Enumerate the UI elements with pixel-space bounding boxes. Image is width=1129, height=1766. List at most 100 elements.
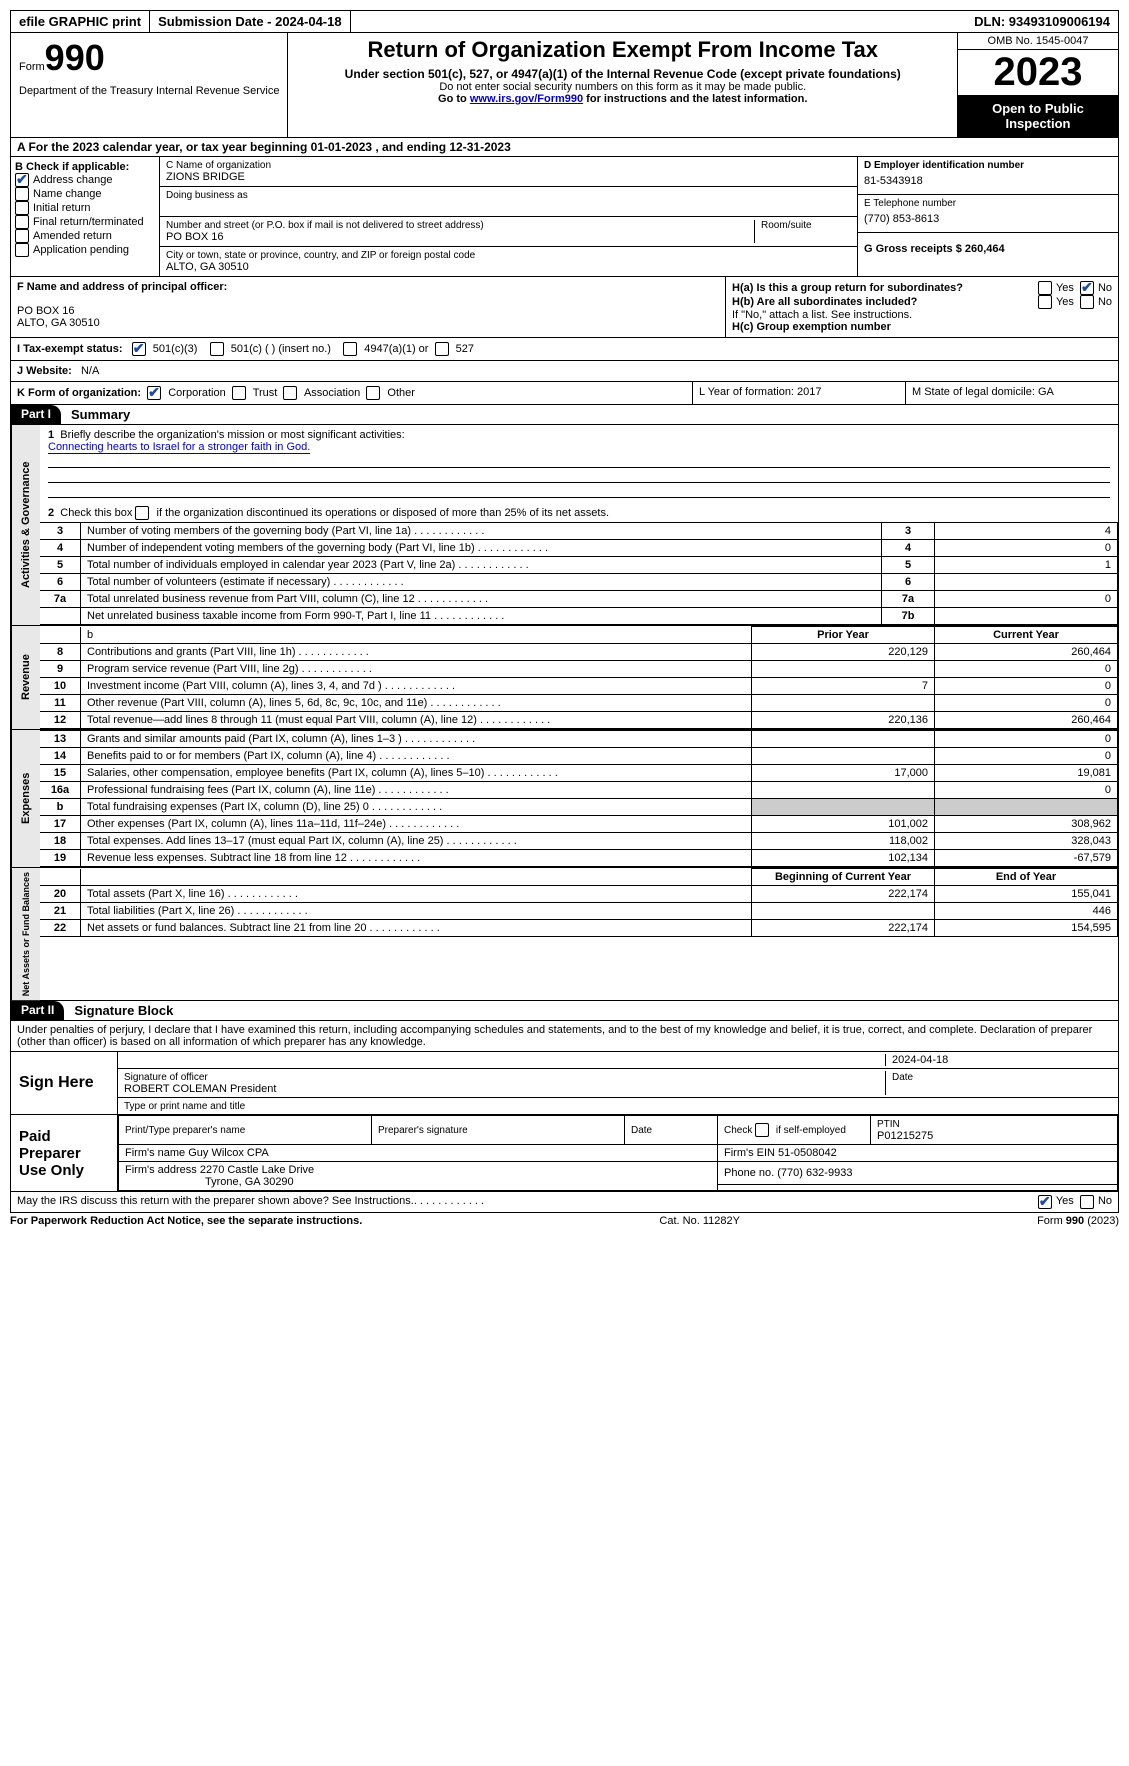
l1-prompt: Briefly describe the organization's miss…: [60, 429, 404, 441]
chk-527[interactable]: [435, 342, 449, 356]
chk-ha-yes[interactable]: [1038, 281, 1052, 295]
firm-name: Firm's name Guy Wilcox CPA: [119, 1145, 718, 1162]
discuss-row: May the IRS discuss this return with the…: [10, 1192, 1119, 1213]
hb-note: If "No," attach a list. See instructions…: [732, 309, 1112, 321]
lbl-yes2: Yes: [1056, 296, 1074, 308]
chk-ha-no[interactable]: [1080, 281, 1094, 295]
chk-discuss-yes[interactable]: [1038, 1195, 1052, 1209]
part1-title: Summary: [61, 405, 140, 424]
tax-year: 2023: [958, 50, 1118, 95]
pra-notice: For Paperwork Reduction Act Notice, see …: [10, 1215, 362, 1227]
hdr-current-year: Current Year: [935, 627, 1118, 644]
part1-rev: Revenue bPrior YearCurrent Year 8Contrib…: [10, 626, 1119, 730]
lbl-name-change: Name change: [33, 188, 102, 200]
j-label: J Website:: [17, 365, 72, 377]
l2-text: Check this box if the organization disco…: [60, 507, 609, 519]
chk-hb-yes[interactable]: [1038, 295, 1052, 309]
hdr-bcy: Beginning of Current Year: [752, 869, 935, 886]
chk-501c[interactable]: [210, 342, 224, 356]
officer-addr1: PO BOX 16: [17, 305, 719, 317]
dba-label: Doing business as: [166, 190, 851, 201]
sig-officer-name: ROBERT COLEMAN President: [124, 1083, 276, 1095]
lbl-501c: 501(c) ( ) (insert no.): [231, 343, 331, 355]
tel-val: (770) 853-8613: [864, 209, 1112, 229]
l1-mission: Connecting hearts to Israel for a strong…: [48, 441, 310, 454]
form-ref: Form 990 (2023): [1037, 1215, 1119, 1227]
paid-prep-label: Paid Preparer Use Only: [11, 1115, 118, 1191]
tel-label: E Telephone number: [864, 198, 1112, 209]
lbl-other: Other: [387, 387, 415, 399]
chk-corp[interactable]: [147, 386, 161, 400]
city-label: City or town, state or province, country…: [166, 250, 851, 261]
part1-exp: Expenses 13Grants and similar amounts pa…: [10, 730, 1119, 868]
lbl-final: Final return/terminated: [33, 216, 144, 228]
lbl-527: 527: [456, 343, 474, 355]
sign-here-block: Sign Here 2024-04-18 Signature of office…: [10, 1052, 1119, 1115]
ptin-label: PTIN: [877, 1119, 900, 1130]
lbl-d-yes: Yes: [1056, 1195, 1074, 1209]
lbl-trust: Trust: [253, 387, 278, 399]
website-val: N/A: [81, 365, 99, 377]
chk-initial[interactable]: [15, 201, 29, 215]
l-year: L Year of formation: 2017: [693, 382, 906, 404]
efile-print-btn[interactable]: efile GRAPHIC print: [11, 11, 150, 32]
chk-trust[interactable]: [232, 386, 246, 400]
lbl-assoc: Association: [304, 387, 360, 399]
prep-name-label: Print/Type preparer's name: [125, 1125, 245, 1136]
goto-suffix: for instructions and the latest informat…: [583, 93, 807, 105]
chk-hb-no[interactable]: [1080, 295, 1094, 309]
lbl-501c3: 501(c)(3): [153, 343, 198, 355]
lbl-app-pending: Application pending: [33, 244, 129, 256]
lbl-d-no: No: [1098, 1195, 1112, 1209]
chk-assoc[interactable]: [283, 386, 297, 400]
omb-number: OMB No. 1545-0047: [958, 33, 1118, 50]
form-label: Form: [19, 61, 45, 73]
chk-l2[interactable]: [135, 506, 149, 520]
irs-link[interactable]: www.irs.gov/Form990: [470, 93, 583, 105]
prep-sig-label: Preparer's signature: [378, 1125, 468, 1136]
chk-app-pending[interactable]: [15, 243, 29, 257]
chk-self-employed[interactable]: [755, 1123, 769, 1137]
footer: For Paperwork Reduction Act Notice, see …: [10, 1213, 1119, 1227]
paid-preparer-block: Paid Preparer Use Only Print/Type prepar…: [10, 1115, 1119, 1192]
chk-4947[interactable]: [343, 342, 357, 356]
form-number: 990: [45, 37, 105, 78]
chk-final[interactable]: [15, 215, 29, 229]
org-name: ZIONS BRIDGE: [166, 171, 851, 183]
chk-amended[interactable]: [15, 229, 29, 243]
city-val: ALTO, GA 30510: [166, 261, 851, 273]
officer-addr2: ALTO, GA 30510: [17, 317, 719, 329]
dept-treasury: Department of the Treasury Internal Reve…: [11, 83, 287, 137]
lbl-4947: 4947(a)(1) or: [364, 343, 428, 355]
submission-date: Submission Date - 2024-04-18: [150, 11, 351, 32]
chk-other[interactable]: [366, 386, 380, 400]
perjury-decl: Under penalties of perjury, I declare th…: [10, 1021, 1119, 1052]
lbl-yes: Yes: [1056, 282, 1074, 294]
prep-date-label: Date: [631, 1125, 652, 1136]
part1-header: Part I Summary: [10, 405, 1119, 425]
firm-addr1: Firm's address 2270 Castle Lake Drive: [125, 1164, 314, 1176]
chk-name-change[interactable]: [15, 187, 29, 201]
part1-badge: Part I: [11, 405, 61, 424]
sig-date: 2024-04-18: [885, 1054, 1112, 1066]
part1-na: Net Assets or Fund Balances Beginning of…: [10, 868, 1119, 1001]
room-label: Room/suite: [761, 220, 851, 231]
ptin-val: P01215275: [877, 1130, 933, 1142]
firm-phone: Phone no. (770) 632-9933: [718, 1162, 1118, 1184]
hdr-prior-year: Prior Year: [752, 627, 935, 644]
chk-501c3[interactable]: [132, 342, 146, 356]
table-rev: bPrior YearCurrent Year 8Contributions a…: [40, 626, 1118, 729]
identity-block: B Check if applicable: Address change Na…: [10, 157, 1119, 277]
gross-receipts: G Gross receipts $ 260,464: [864, 243, 1005, 255]
lbl-corp: Corporation: [168, 387, 225, 399]
row-fh: F Name and address of principal officer:…: [10, 277, 1119, 338]
lbl-amended: Amended return: [33, 230, 112, 242]
lbl-address-change: Address change: [33, 174, 113, 186]
open-public: Open to Public Inspection: [958, 95, 1118, 137]
discuss-text: May the IRS discuss this return with the…: [17, 1195, 414, 1209]
addr-street: PO BOX 16: [166, 231, 754, 243]
chk-discuss-no[interactable]: [1080, 1195, 1094, 1209]
topbar: efile GRAPHIC print Submission Date - 20…: [10, 10, 1119, 33]
chk-address-change[interactable]: [15, 173, 29, 187]
sign-here-label: Sign Here: [11, 1052, 118, 1114]
